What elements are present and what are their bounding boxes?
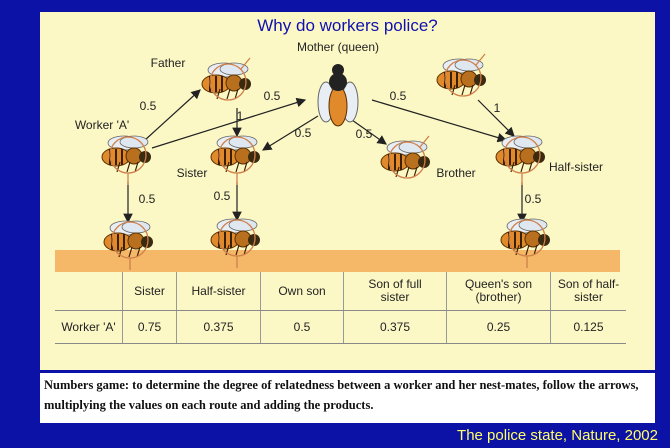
bee-icon <box>202 58 251 100</box>
bee-icon <box>102 136 151 185</box>
source: The police state, Nature, 2002 <box>457 427 658 444</box>
slide: Why do workers police? FatherMother (que… <box>0 0 670 448</box>
abdomen <box>329 86 347 126</box>
queen-icon <box>318 64 358 126</box>
bee-icon <box>437 54 486 96</box>
edge-label: 0.5 <box>295 126 312 140</box>
leg <box>521 162 524 172</box>
edge-label: 0.5 <box>264 89 281 103</box>
edge-label: 0.5 <box>139 192 156 206</box>
node-label: Brother <box>436 166 475 180</box>
header-cell: Half-sister <box>177 272 261 311</box>
cell <box>55 272 123 311</box>
cell: 0.5 <box>261 311 344 344</box>
bee-icon <box>381 136 430 178</box>
node-label: Mother (queen) <box>297 40 379 54</box>
bee-icon <box>211 136 260 185</box>
edge-label: 0.5 <box>214 189 231 203</box>
table: Sister Half-sister Own son Son of full s… <box>55 272 626 344</box>
leg <box>406 167 409 177</box>
cell: 0.375 <box>177 311 261 344</box>
header-cell: Queen's son (brother) <box>447 272 551 311</box>
leg <box>127 162 130 172</box>
header-cell: Sister <box>123 272 177 311</box>
header-cell: Son of full sister <box>344 272 447 311</box>
node-label: Sister <box>177 166 208 180</box>
cell: 0.125 <box>551 311 627 344</box>
header-cell: Own son <box>261 272 344 311</box>
edge-label: 1 <box>494 101 501 115</box>
arrow <box>145 90 200 140</box>
leg <box>227 89 230 99</box>
cell: 0.375 <box>344 311 447 344</box>
node-label: Half-sister <box>549 160 603 174</box>
edge-label: 0.5 <box>140 99 157 113</box>
node-label: Father <box>151 56 186 70</box>
leg <box>462 85 465 95</box>
arrow <box>372 100 506 140</box>
cell: 0.25 <box>447 311 551 344</box>
head <box>332 64 344 76</box>
leg <box>236 162 239 172</box>
edge-label: 0.5 <box>525 192 542 206</box>
header-cell: Son of half-sister <box>551 272 627 311</box>
edge-label: 0.5 <box>356 127 373 141</box>
row-label: Worker 'A' <box>55 311 123 344</box>
node-label: Worker 'A' <box>75 118 129 132</box>
edge-label: 1 <box>237 109 244 123</box>
caption: Numbers game: to determine the degree of… <box>40 373 655 423</box>
cell: 0.75 <box>123 311 177 344</box>
bee-icon <box>496 136 545 185</box>
edge-label: 0.5 <box>390 89 407 103</box>
